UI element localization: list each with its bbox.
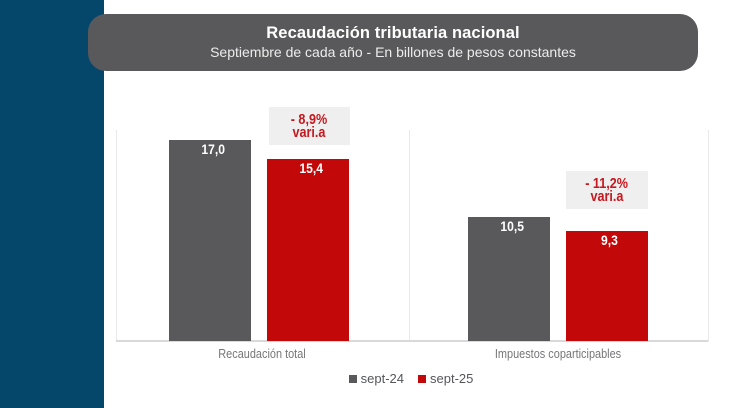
- variation-annotation-line: - 11,2%: [585, 175, 629, 192]
- legend-label-sept-24: sept-24: [360, 371, 404, 386]
- variation-annotation: - 11,2% vari.a: [566, 170, 648, 209]
- category-label: Recaudación total: [218, 345, 306, 361]
- legend-item-sept-24: sept-24: [348, 371, 404, 386]
- legend: sept-24 sept-25: [115, 371, 707, 386]
- variation-annotation-line: vari.a: [292, 125, 326, 142]
- chart-subtitle: Septiembre de cada año - En billones de …: [210, 44, 576, 60]
- bar-sept-24-recaudacion-total: 17,0: [169, 139, 251, 341]
- variation-annotation: - 8,9% vari.a: [268, 106, 350, 145]
- bar-value-label: 17,0: [200, 141, 225, 157]
- variation-annotation-line: - 8,9%: [291, 111, 328, 128]
- chart-title: Recaudación tributaria nacional: [266, 24, 520, 42]
- bar-value-label: 9,3: [601, 232, 619, 248]
- bar-sept-24-impuestos-coparticipables: 10,5: [468, 216, 550, 341]
- legend-swatch-sept-24: [348, 374, 357, 383]
- chart-header: Recaudación tributaria nacional Septiemb…: [88, 14, 698, 71]
- bar-sept-25-recaudacion-total: 15,4: [267, 158, 349, 341]
- variation-annotation-line: vari.a: [590, 189, 624, 206]
- category-gridline: [707, 130, 709, 342]
- bar-value-label: 10,5: [499, 218, 524, 234]
- bar-sept-25-impuestos-coparticipables: 9,3: [566, 230, 648, 341]
- left-accent-bar: [0, 0, 104, 408]
- category-gridline: [408, 130, 411, 342]
- category-gridline: [115, 130, 117, 342]
- legend-swatch-sept-25: [418, 374, 426, 383]
- legend-item-sept-25: sept-25: [418, 371, 473, 386]
- category-label: Impuestos coparticipables: [494, 345, 622, 361]
- x-axis-line: [115, 340, 708, 342]
- legend-label-sept-25: sept-25: [430, 371, 474, 386]
- bar-value-label: 15,4: [298, 160, 323, 176]
